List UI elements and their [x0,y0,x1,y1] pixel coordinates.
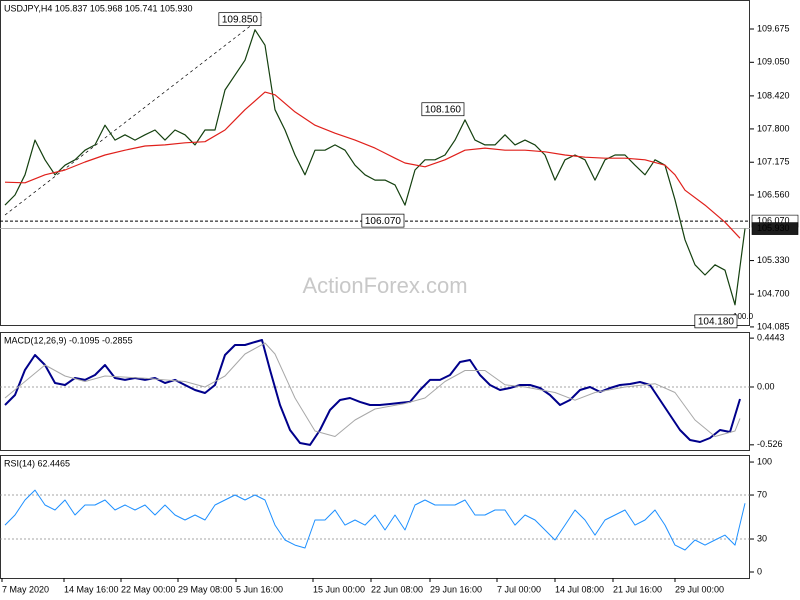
price-box [751,222,799,235]
x-tick-label: 29 Jun 16:00 [430,584,482,594]
series-line [4,29,746,306]
y-tick-label: -0.526 [757,439,783,449]
panel-title: MACD(12,26,9) -0.1095 -0.2855 [4,335,133,345]
y-tick-label: 107.175 [757,157,790,167]
y-tick-label: 100 [757,456,772,466]
x-tick-label: 29 Jul 00:00 [675,584,724,594]
price-label: 106.070 [757,216,790,226]
x-tick-label: 14 May 16:00 [64,584,119,594]
x-tick-label: 22 May 00:00 [121,584,176,594]
y-tick-label: 30 [757,533,767,543]
panel-title: USDJPY,H4 105.837 105.968 105.741 105.93… [4,3,193,13]
panel [0,455,750,579]
x-tick-label: 15 Jun 00:00 [313,584,365,594]
title-bg [3,3,194,14]
annotation-box [218,12,262,27]
panel [0,0,750,326]
y-tick-label: 104.085 [757,321,790,331]
series-line [4,489,746,551]
panel-title: RSI(14) 62.4465 [4,458,70,468]
y-tick-label: 107.800 [757,123,790,133]
y-tick-label: 105.330 [757,255,790,265]
y-tick-label: 109.050 [757,57,790,67]
x-tick-label: 21 Jul 16:00 [613,584,662,594]
series-line [4,339,741,446]
annotation-box [361,213,405,228]
x-tick-label: 7 May 2020 [2,584,49,594]
y-tick-label: 109.675 [757,23,790,33]
annotation-box [694,314,738,329]
series-line [4,342,741,437]
annotation-label: 109.850 [222,14,259,25]
y-tick-label: 0 [757,566,762,576]
annotation-label: 106.070 [365,216,402,227]
y-tick-label: 0.4443 [757,333,785,343]
trend-line [4,16,263,216]
y-tick-label: 70 [757,489,767,499]
annotation-label: 104.180 [698,316,735,327]
y-tick-label: 108.420 [757,90,790,100]
annotation-label: 108.160 [425,104,462,115]
fib-label: 100.0 [733,312,754,321]
y-tick-label: 106.560 [757,189,790,199]
x-tick-label: 22 Jun 08:00 [371,584,423,594]
y-tick-label: 0.00 [757,381,775,391]
panel [0,332,750,451]
x-tick-label: 29 May 08:00 [178,584,233,594]
annotation-box [421,102,465,117]
x-tick-label: 14 Jul 08:00 [555,584,604,594]
watermark: ActionForex.com [302,273,467,298]
x-tick-label: 7 Jul 00:00 [497,584,541,594]
series-line [4,91,741,239]
x-tick-label: 5 Jun 16:00 [236,584,283,594]
price-label: 105.930 [757,223,790,233]
y-tick-label: 104.700 [757,289,790,299]
